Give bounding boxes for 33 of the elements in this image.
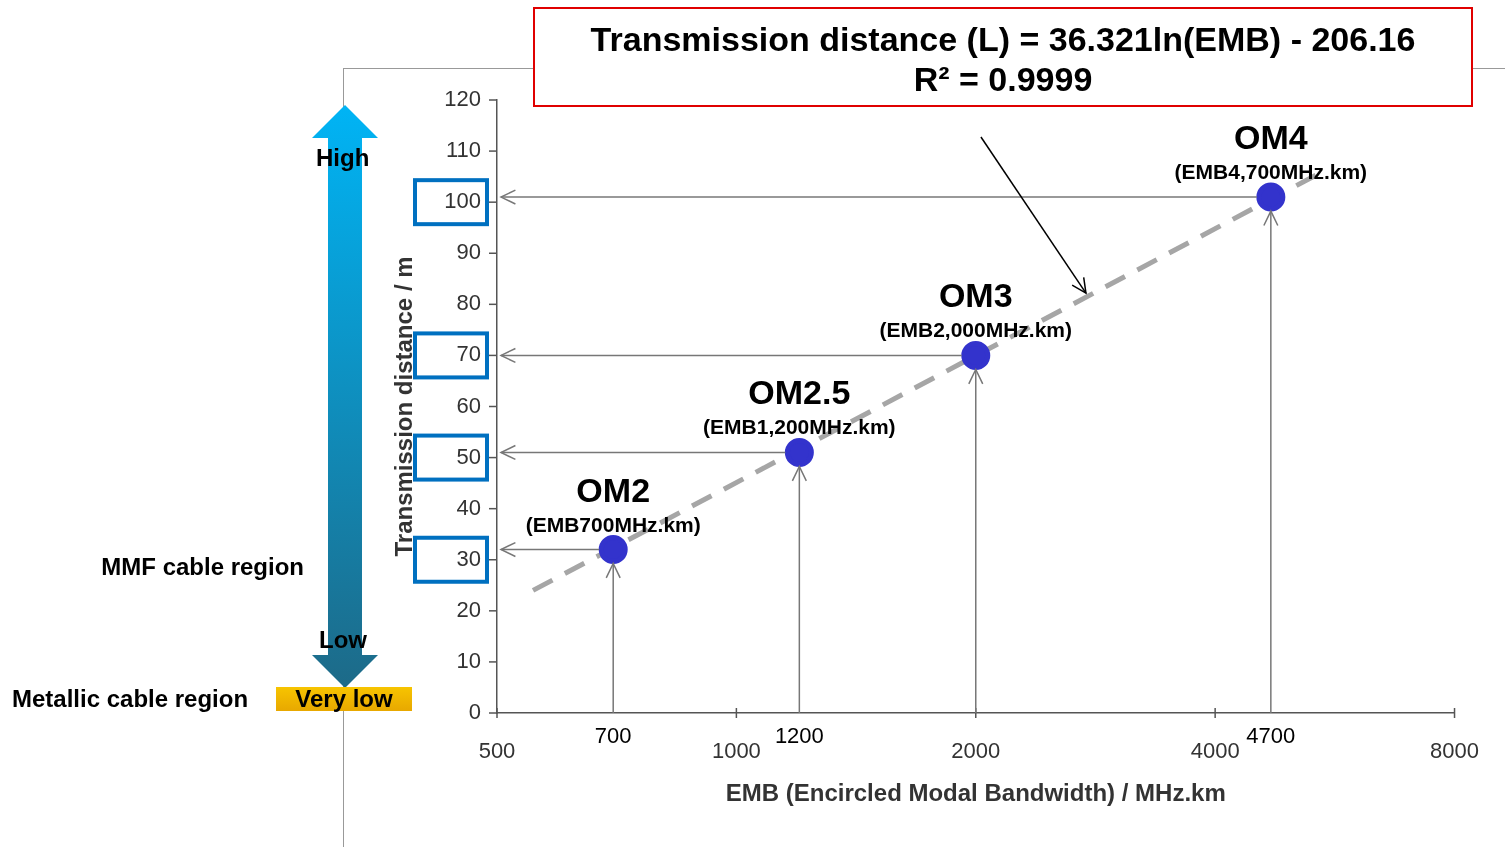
annotation: 1200 xyxy=(774,723,824,748)
y-tick-label: 70 xyxy=(456,341,481,367)
annotation: OM4 (EMB4,700MHz.km) xyxy=(1174,118,1368,184)
y-tick-label: 0 xyxy=(468,699,481,725)
y-tick-label: 50 xyxy=(456,443,481,469)
text-box: Transmission distance (L) = 36.321ln(EMB) - 206.16 R² = 0.9999 xyxy=(533,7,1473,107)
y-tick-label: 60 xyxy=(456,392,481,418)
y-tick-label: 90 xyxy=(456,239,481,265)
chart-subtitle: R² = 0.9999 xyxy=(912,59,1094,99)
y-axis-title: Transmission distance / m xyxy=(390,256,418,557)
y-tick-label: 120 xyxy=(444,86,481,112)
y-tick-label: 100 xyxy=(444,188,481,214)
text: Metallic cable region xyxy=(12,685,249,713)
annotation: 4700 xyxy=(1246,723,1296,748)
x-tick-label: 2000 xyxy=(951,738,1001,764)
y-tick-label: 110 xyxy=(445,137,481,163)
annotation: OM3 (EMB2,000MHz.km) xyxy=(879,276,1073,342)
text: Very low xyxy=(276,685,412,712)
x-tick-label: 1000 xyxy=(711,738,761,764)
chart-title: Transmission distance (L) = 36.321ln(EMB) - 206.16 xyxy=(589,19,1417,59)
y-tick-label: 10 xyxy=(456,647,481,673)
x-tick-label: 8000 xyxy=(1430,738,1480,764)
text: MMF cable region xyxy=(101,553,304,581)
x-axis-title: EMB (Encircled Modal Bandwidth) / MHz.km xyxy=(725,779,1226,807)
y-tick-label: 80 xyxy=(456,290,481,316)
x-tick-label: 4000 xyxy=(1190,738,1240,764)
annotation: OM2 (EMB700MHz.km) xyxy=(525,470,701,536)
x-tick-label: 500 xyxy=(478,738,516,764)
annotation: OM2.5 (EMB1,200MHz.km) xyxy=(703,373,896,439)
y-tick-label: 30 xyxy=(456,545,481,571)
y-tick-label: 40 xyxy=(456,494,481,520)
y-tick-label: 20 xyxy=(456,596,481,622)
annotation: 700 xyxy=(594,723,632,748)
